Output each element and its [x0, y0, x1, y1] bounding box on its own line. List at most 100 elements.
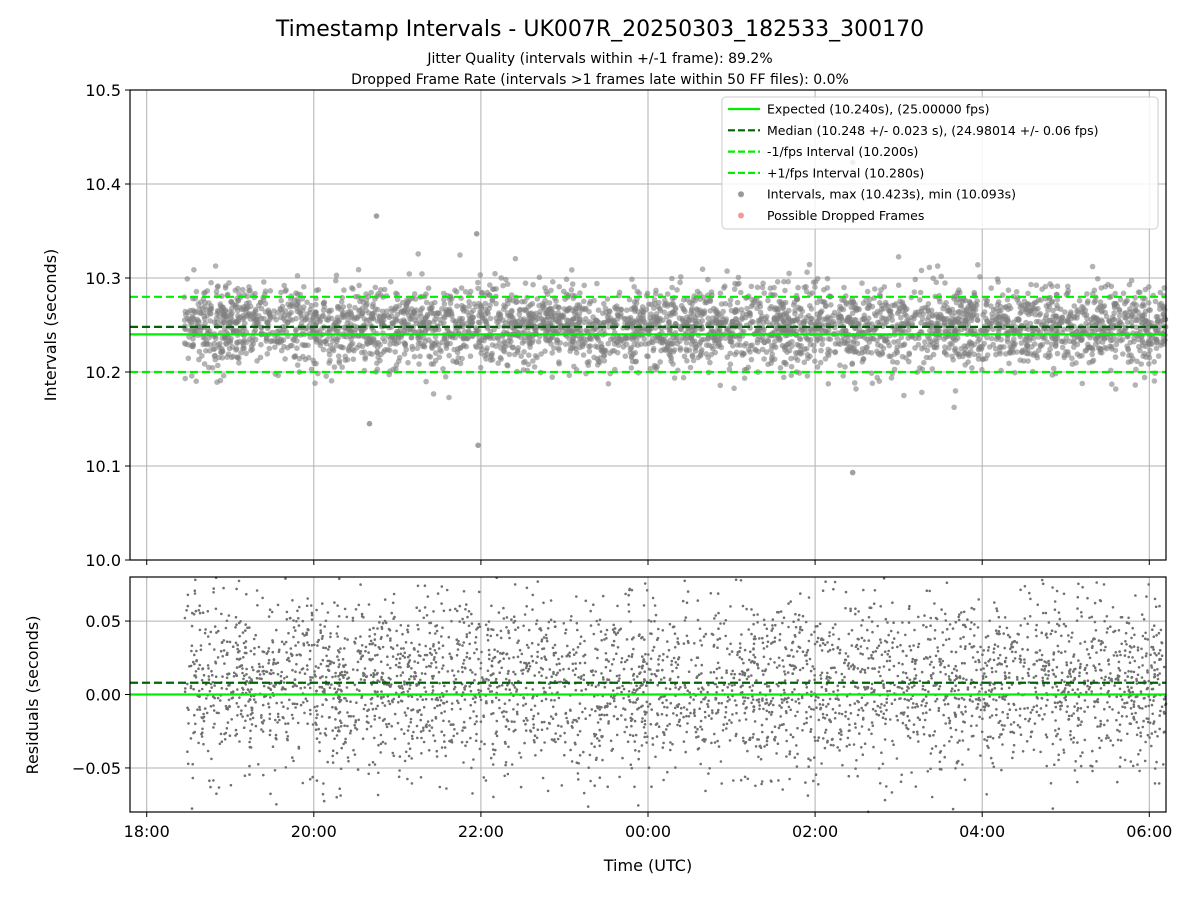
interval-point — [993, 351, 999, 358]
interval-point — [500, 282, 506, 289]
interval-point — [1049, 283, 1055, 290]
interval-point — [405, 307, 411, 314]
residual-point — [886, 689, 889, 693]
interval-point — [1122, 314, 1128, 321]
interval-point — [491, 286, 497, 292]
residual-point — [587, 766, 590, 769]
residual-point — [1109, 739, 1112, 742]
interval-point — [446, 352, 452, 359]
residual-point — [460, 666, 464, 669]
interval-point — [206, 348, 213, 354]
residual-point — [504, 763, 507, 767]
interval-point — [645, 353, 651, 360]
interval-point — [430, 361, 437, 367]
residual-point — [536, 650, 539, 654]
interval-point — [235, 297, 242, 304]
interval-point — [759, 346, 766, 353]
interval-point — [196, 348, 203, 355]
interval-point — [530, 358, 536, 364]
interval-point — [205, 364, 212, 371]
residual-point — [751, 736, 755, 739]
residual-point — [413, 660, 417, 663]
interval-point — [623, 341, 630, 348]
interval-point — [614, 338, 620, 345]
residual-point — [611, 689, 615, 692]
interval-point — [496, 340, 503, 347]
residual-point — [1102, 683, 1106, 687]
interval-point — [574, 302, 581, 308]
interval-point — [472, 343, 479, 349]
interval-point — [628, 365, 635, 371]
residual-point — [650, 708, 653, 711]
residual-point — [337, 615, 341, 618]
residual-point — [504, 677, 508, 681]
residual-point — [276, 715, 280, 719]
interval-point — [1079, 352, 1085, 359]
residual-point — [267, 615, 271, 618]
interval-point — [796, 342, 802, 349]
interval-point — [566, 372, 573, 379]
residual-point — [752, 653, 755, 657]
residual-point — [798, 646, 802, 649]
interval-point — [233, 319, 240, 326]
top-panel-points — [181, 159, 1169, 476]
residual-point — [399, 647, 403, 650]
interval-point — [330, 335, 337, 341]
interval-point — [801, 346, 808, 352]
interval-point — [327, 342, 334, 349]
interval-point — [748, 356, 755, 363]
interval-point — [1147, 347, 1153, 354]
interval-point — [731, 286, 738, 292]
residual-point — [390, 724, 394, 728]
interval-point — [1074, 351, 1081, 358]
interval-point — [540, 304, 546, 311]
residual-point — [487, 657, 491, 661]
residual-point — [1026, 671, 1030, 675]
interval-point — [727, 297, 734, 303]
interval-point — [492, 270, 498, 277]
interval-point — [633, 300, 640, 306]
residual-point — [656, 713, 660, 717]
interval-point — [1126, 281, 1133, 288]
interval-point — [451, 346, 458, 353]
interval-point — [522, 298, 528, 305]
residual-point — [332, 661, 336, 665]
residual-point — [331, 705, 334, 709]
interval-point — [519, 340, 526, 346]
interval-point — [512, 255, 519, 262]
interval-point — [339, 364, 346, 371]
residual-point — [1080, 720, 1083, 723]
interval-point — [1116, 312, 1123, 319]
interval-point — [294, 273, 301, 279]
residual-point — [516, 712, 519, 716]
residual-point — [879, 706, 882, 709]
interval-point — [692, 297, 698, 304]
residual-point — [805, 659, 808, 663]
interval-point — [525, 304, 532, 310]
interval-point — [769, 357, 775, 363]
interval-point — [748, 283, 755, 290]
residual-point — [373, 718, 377, 721]
interval-point — [382, 338, 388, 345]
interval-point — [952, 345, 959, 352]
interval-point — [806, 261, 813, 268]
interval-point — [285, 319, 291, 326]
residual-point — [954, 728, 958, 732]
interval-point — [814, 364, 821, 370]
residual-point — [817, 718, 821, 722]
interval-point — [1089, 263, 1096, 270]
residual-point — [710, 741, 713, 745]
interval-point — [674, 340, 681, 347]
interval-point — [759, 313, 765, 320]
interval-point — [515, 345, 521, 351]
interval-point — [581, 282, 587, 289]
residual-point — [1055, 685, 1059, 688]
interval-point — [966, 309, 973, 316]
interval-point — [358, 327, 365, 334]
interval-point — [271, 308, 277, 314]
interval-point — [1091, 299, 1097, 306]
residual-point — [820, 671, 824, 675]
residual-point — [624, 592, 627, 596]
interval-point — [560, 288, 567, 295]
interval-point — [372, 284, 379, 291]
